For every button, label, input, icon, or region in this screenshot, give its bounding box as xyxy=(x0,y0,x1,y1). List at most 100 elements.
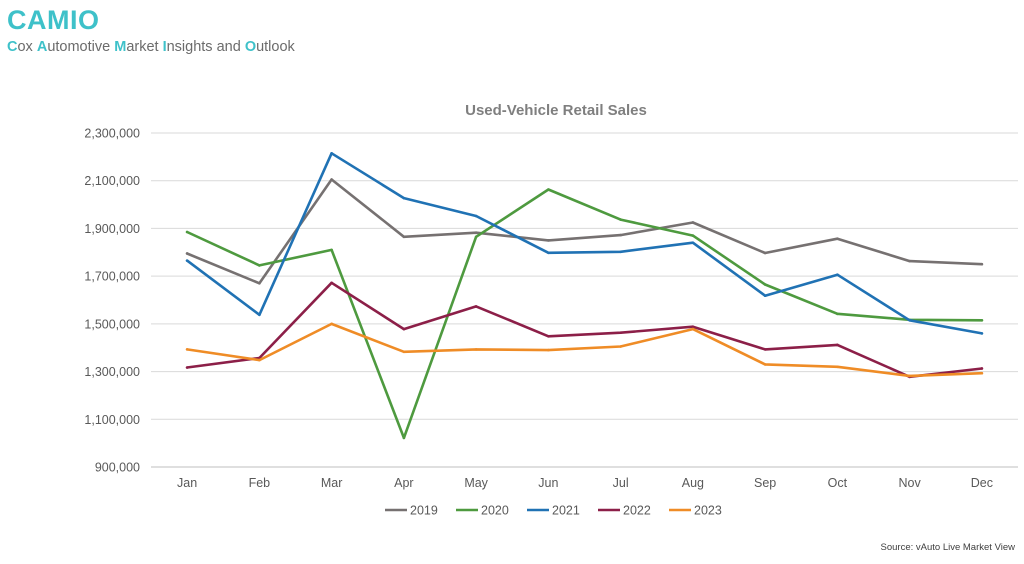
series-line-2023 xyxy=(185,322,984,378)
data-point-2020 xyxy=(330,248,333,252)
x-axis-ticks: Jan Feb Mar Apr May Jun Jul Aug Sep Oct Nov Dec xyxy=(177,476,993,490)
brand-subtitle-text: nsights and xyxy=(166,39,245,55)
legend-label: 2022 xyxy=(623,504,651,518)
x-tick-label: Sep xyxy=(754,476,776,490)
y-tick-label: 2,300,000 xyxy=(84,127,140,141)
y-tick-label: 2,100,000 xyxy=(84,174,140,188)
y-tick-label: 1,900,000 xyxy=(84,222,140,236)
data-point-2019 xyxy=(402,235,406,239)
x-tick-label: May xyxy=(464,476,488,490)
data-point-2019 xyxy=(258,282,261,285)
data-point-2022 xyxy=(547,334,550,338)
source-note: Source: vAuto Live Market View xyxy=(880,542,1015,553)
brand-subtitle-text: utomotive xyxy=(47,39,115,55)
data-point-2020 xyxy=(547,188,550,191)
brand-title: CAMIO xyxy=(7,5,100,35)
data-point-2023 xyxy=(547,348,550,352)
x-tick-label: Jul xyxy=(613,476,629,490)
series-line-2021 xyxy=(185,152,984,335)
data-point-2019 xyxy=(980,262,984,266)
data-point-2019 xyxy=(330,178,333,181)
x-tick-label: Dec xyxy=(971,476,993,490)
legend-label: 2023 xyxy=(694,504,722,518)
x-tick-label: Jan xyxy=(177,476,197,490)
data-point-2021 xyxy=(330,151,333,155)
data-point-2021 xyxy=(258,313,261,317)
x-tick-label: Jun xyxy=(538,476,558,490)
legend-item-2021: 2021 xyxy=(527,504,580,518)
data-point-2019 xyxy=(763,251,767,255)
series-line-2020 xyxy=(185,188,984,440)
brand-subtitle-initial: O xyxy=(244,39,257,55)
data-point-2022 xyxy=(691,325,695,329)
x-tick-label: Feb xyxy=(249,476,271,490)
data-point-2020 xyxy=(836,312,839,316)
data-point-2023 xyxy=(185,348,189,351)
data-point-2020 xyxy=(474,235,478,239)
brand-header: CAMIO Cox Automotive Market Insights and… xyxy=(7,4,295,56)
x-tick-label: Apr xyxy=(394,476,413,490)
data-point-2023 xyxy=(836,365,839,369)
y-tick-label: 900,000 xyxy=(95,461,140,475)
data-point-2019 xyxy=(185,252,189,255)
legend-label: 2019 xyxy=(410,504,438,518)
data-point-2020 xyxy=(763,283,767,286)
data-point-2023 xyxy=(908,374,911,378)
data-point-2019 xyxy=(836,237,839,240)
legend-label: 2020 xyxy=(481,504,509,518)
y-tick-label: 1,500,000 xyxy=(84,317,140,331)
data-point-2020 xyxy=(185,230,189,234)
brand-subtitle-initial: I xyxy=(162,39,167,55)
data-point-2022 xyxy=(763,348,767,351)
data-point-2022 xyxy=(836,343,839,347)
data-point-2021 xyxy=(763,294,767,298)
data-point-2021 xyxy=(185,259,189,262)
data-point-2021 xyxy=(691,241,695,245)
data-point-2021 xyxy=(980,332,984,335)
y-axis-ticks: 900,000 1,100,000 1,300,000 1,500,000 1,700,… xyxy=(84,127,140,475)
legend-item-2022: 2022 xyxy=(598,504,651,518)
y-tick-label: 1,300,000 xyxy=(84,365,140,379)
x-tick-label: Oct xyxy=(828,476,848,490)
data-point-2020 xyxy=(691,234,695,237)
legend: 2019 2020 2021 2022 2023 xyxy=(385,504,722,518)
data-point-2022 xyxy=(980,367,984,370)
data-point-2023 xyxy=(691,327,695,331)
data-point-2019 xyxy=(908,259,911,263)
legend-item-2020: 2020 xyxy=(456,504,509,518)
data-point-2021 xyxy=(402,196,406,200)
data-point-2021 xyxy=(836,273,839,277)
data-point-2021 xyxy=(547,251,550,255)
data-point-2023 xyxy=(980,371,984,375)
series-line-2019 xyxy=(185,178,984,285)
brand-subtitle-initial: C xyxy=(7,39,18,55)
data-point-2022 xyxy=(330,281,333,285)
data-point-2021 xyxy=(619,250,622,254)
brand-subtitle-initial: M xyxy=(114,39,127,55)
x-tick-label: Nov xyxy=(899,476,922,490)
legend-item-2019: 2019 xyxy=(385,504,438,518)
y-tick-label: 1,700,000 xyxy=(84,270,140,284)
brand-subtitle-initial: A xyxy=(36,39,48,55)
data-point-2023 xyxy=(763,363,767,366)
y-tick-label: 1,100,000 xyxy=(84,413,140,427)
brand-subtitle-text: arket xyxy=(126,39,163,55)
data-point-2022 xyxy=(619,331,622,334)
data-point-2022 xyxy=(185,366,189,369)
data-point-2023 xyxy=(474,348,478,351)
gridlines xyxy=(151,132,1018,468)
data-point-2020 xyxy=(258,264,261,267)
data-point-2021 xyxy=(908,318,911,322)
data-point-2020 xyxy=(980,318,984,322)
data-point-2019 xyxy=(474,231,478,235)
data-point-2023 xyxy=(619,345,622,348)
data-point-2022 xyxy=(474,305,478,308)
series-lines xyxy=(185,151,984,440)
x-tick-label: Mar xyxy=(321,476,343,490)
brand-subtitle-text: ox xyxy=(17,39,37,55)
data-point-2021 xyxy=(474,214,478,218)
data-point-2023 xyxy=(258,358,261,362)
chart-title: Used-Vehicle Retail Sales xyxy=(465,102,647,119)
data-point-2023 xyxy=(330,322,333,326)
